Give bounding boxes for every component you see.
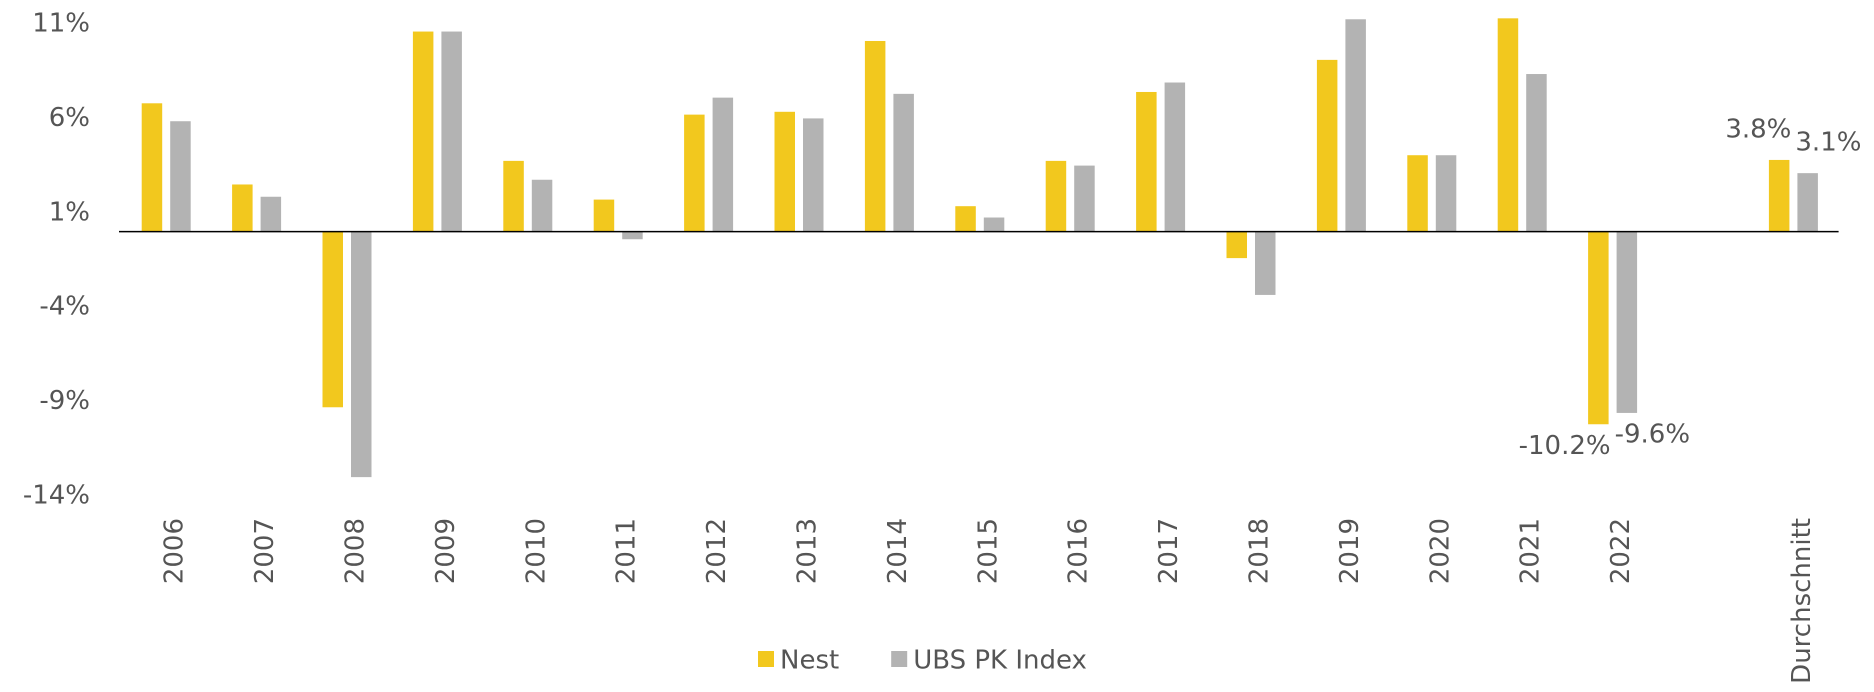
x-tick-label: 2019 [1335, 518, 1365, 584]
bar [712, 97, 734, 232]
x-tick-label: 2021 [1516, 518, 1546, 584]
x-tick-label: 2022 [1606, 518, 1636, 584]
bar [1074, 165, 1095, 232]
bar [1136, 91, 1157, 232]
bar [1588, 231, 1609, 425]
y-tick-label: -4% [39, 292, 90, 322]
bar [1616, 231, 1638, 413]
x-tick-label: 2009 [431, 518, 461, 584]
value-label: -10.2% [1519, 431, 1611, 461]
bar [1797, 173, 1818, 232]
legend-label: Nest [780, 646, 839, 676]
bar [1407, 155, 1428, 232]
x-tick-label: 2008 [341, 518, 371, 584]
bar [141, 103, 163, 232]
y-tick-label: 6% [49, 103, 90, 133]
legend-swatch [891, 651, 908, 667]
bar [351, 231, 372, 478]
y-tick-label: -9% [39, 386, 90, 416]
bar [1045, 160, 1067, 232]
bar [1435, 155, 1457, 232]
x-tick-label: 2015 [973, 518, 1003, 584]
x-tick-label: 2016 [1064, 518, 1094, 584]
bar [1526, 74, 1547, 232]
bar [622, 231, 643, 240]
bar [1497, 18, 1519, 232]
bar [531, 179, 553, 232]
bar [684, 114, 705, 232]
x-tick-label: 2012 [702, 518, 732, 584]
bar [893, 93, 914, 232]
y-tick-label: 11% [32, 9, 90, 39]
bar [1164, 82, 1186, 232]
value-label: 3.1% [1795, 128, 1861, 158]
x-tick-label: 2006 [160, 518, 190, 584]
bar [232, 184, 253, 232]
legend-label: UBS PK Index [913, 646, 1087, 676]
bar [1255, 231, 1276, 295]
bar [1345, 19, 1366, 232]
y-tick-label: 1% [49, 197, 90, 227]
value-label: -9.6% [1615, 419, 1690, 449]
bar [170, 121, 191, 232]
x-tick-label: 2007 [250, 518, 280, 584]
bar [322, 231, 343, 408]
bar [864, 40, 886, 232]
y-tick-label: -14% [23, 481, 90, 511]
value-label: 3.8% [1725, 114, 1791, 144]
bar [503, 160, 524, 232]
bar [803, 118, 824, 232]
x-tick-label: 2011 [612, 518, 642, 584]
bar [1768, 159, 1790, 232]
bar [441, 31, 462, 232]
x-tick-label: 2020 [1425, 518, 1455, 584]
bar [774, 111, 795, 232]
x-tick-label: 2014 [883, 518, 913, 584]
bar [260, 196, 282, 232]
bar [593, 199, 615, 232]
x-tick-label: Durchschnitt [1787, 518, 1817, 684]
x-tick-label: 2010 [521, 518, 551, 584]
bar [1316, 59, 1338, 232]
bar [955, 206, 976, 232]
x-tick-label: 2017 [1154, 518, 1184, 584]
x-tick-label: 2018 [1245, 518, 1275, 584]
x-tick-label: 2013 [793, 518, 823, 584]
legend-swatch [758, 651, 774, 667]
bar [1226, 231, 1247, 259]
bar [983, 217, 1005, 232]
bar [412, 31, 434, 232]
